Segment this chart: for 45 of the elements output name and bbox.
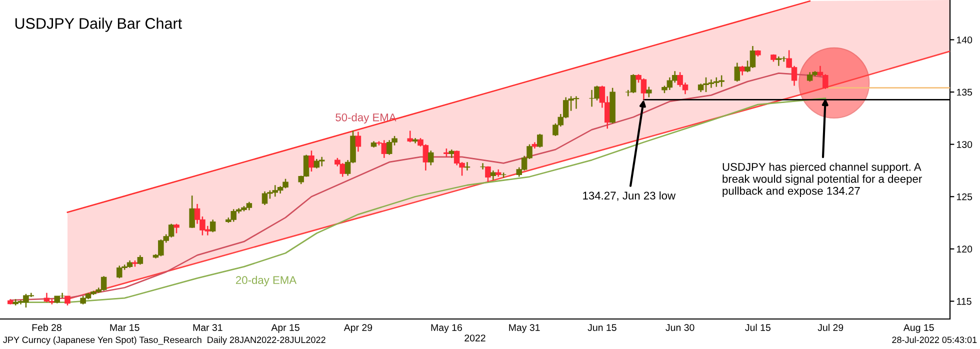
candlestick — [189, 194, 195, 229]
candlestick — [407, 130, 413, 143]
candlestick — [485, 166, 491, 183]
text: USDJPY Daily Bar Chart — [15, 18, 182, 32]
candlestick — [537, 133, 543, 148]
text: 50-day EMA — [336, 113, 396, 124]
x-tick-label: Apr 15 — [271, 324, 300, 333]
x-tick-label: Jul 29 — [818, 324, 844, 331]
x-tick-label: Mar 31 — [193, 324, 222, 331]
candlestick — [490, 170, 496, 181]
candlestick — [64, 295, 70, 306]
annotation: 134.27, Jun 23 low — [583, 191, 676, 201]
annotation: USDJPY has pierced channel support. A break would signal potential for a deeper pullback and expose 134.27 — [722, 162, 922, 197]
candlestick — [776, 56, 782, 67]
candlestick — [734, 62, 740, 82]
candlestick — [646, 86, 652, 98]
candlestick — [174, 223, 180, 234]
y-tick-label: 120 — [956, 246, 972, 253]
x-tick-label: Mar 15 — [110, 324, 140, 331]
text: JPY Curncy (Japanese Yen Spot) Taso_Research Daily 28JAN2022-28JUL2022 — [3, 336, 326, 345]
series-label: 20-day EMA — [236, 276, 297, 286]
y-tick-label: 115 — [956, 298, 972, 305]
y-tick-label: 135 — [956, 88, 972, 96]
candlestick — [44, 292, 50, 303]
x-tick-label: Jun 15 — [588, 324, 616, 331]
x-tick-label: Feb 28 — [32, 324, 62, 331]
candlestick — [480, 162, 486, 170]
y-tick-label: 125 — [956, 193, 972, 200]
candlestick — [428, 150, 434, 166]
x-tick-label: Jul 15 — [745, 324, 770, 331]
y-tick-label: 130 — [956, 141, 972, 148]
x-tick-label: Apr 29 — [344, 324, 372, 333]
x-tick-label: Jun 30 — [666, 324, 694, 331]
y-tick-label: 140 — [956, 36, 972, 44]
x-tick-label: Aug 15 — [903, 324, 934, 333]
text: 28-Jul-2022 05:43:01 — [892, 336, 977, 344]
candlestick — [137, 254, 144, 266]
x-axis-title: 2022 — [464, 334, 486, 342]
candlestick — [464, 161, 470, 172]
candlestick — [308, 150, 314, 172]
candlestick — [210, 219, 216, 233]
candlestick — [355, 131, 362, 152]
x-tick-label: May 31 — [509, 324, 540, 333]
x-tick-label: May 16 — [431, 324, 462, 333]
candlestick — [739, 65, 746, 76]
